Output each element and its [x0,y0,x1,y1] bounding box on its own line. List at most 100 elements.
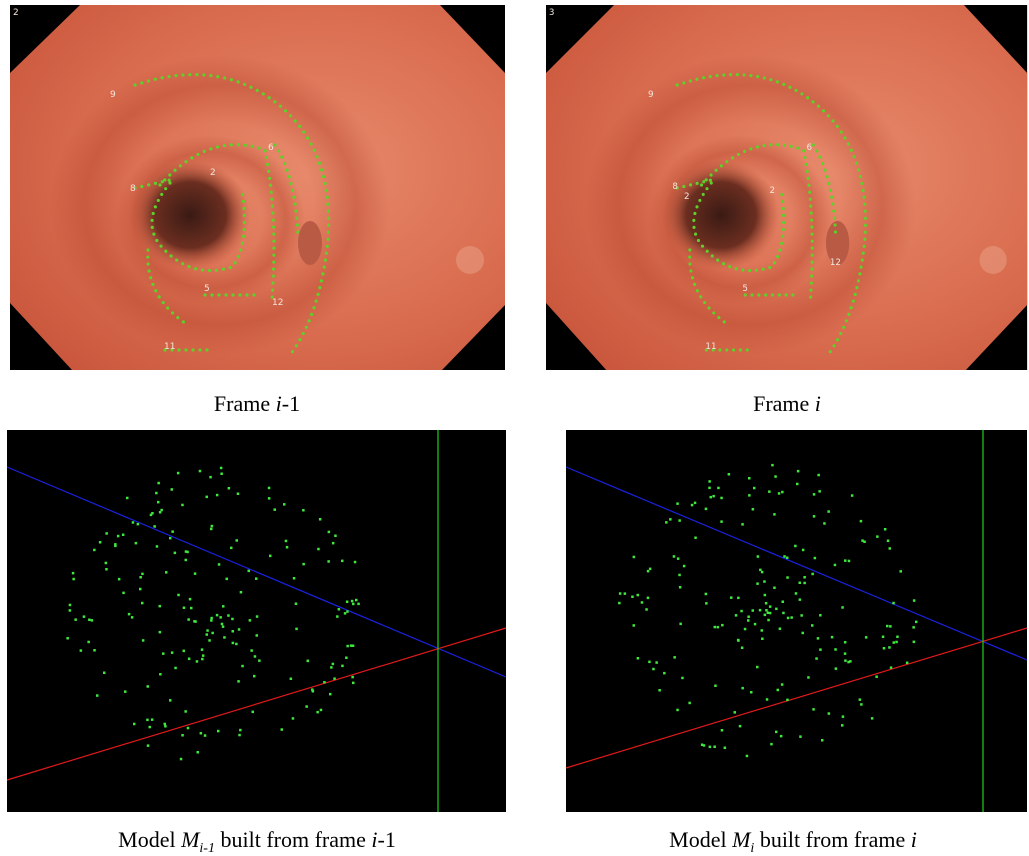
model-point [69,609,72,612]
model-point [652,668,655,671]
model-point [797,470,800,473]
model-point [765,602,768,605]
model-point [889,547,892,550]
model-point [352,682,355,685]
model-point [227,614,230,617]
model-point [156,545,159,548]
model-point [290,678,293,681]
model-point [93,649,96,652]
model-point [305,705,308,708]
model-point [210,619,213,622]
model-point [177,594,180,597]
model-point [631,596,634,599]
caption: Frame i [753,391,821,416]
model-point [332,542,335,545]
caption-text: Frame [214,391,276,416]
model-point [211,525,214,528]
model-point [794,545,797,548]
model-point [174,552,177,555]
model-point [860,520,863,523]
model-point [208,639,211,642]
model-point [647,570,650,573]
model-point [641,601,644,604]
model-point [250,649,253,652]
model-point [201,658,204,661]
model-point [157,501,160,504]
caption-text: -1 [378,827,396,852]
model-point [763,580,766,583]
model-point [72,572,75,575]
model-point [821,739,824,742]
model-point [817,474,820,477]
model-point [739,725,742,728]
model-point [237,680,240,683]
model-point [237,493,240,496]
model-point [295,603,298,606]
model-point [114,545,117,548]
model-point [712,495,715,498]
model-point [238,628,241,631]
model-point [149,726,152,729]
model-point [197,751,200,754]
contour-label: 12 [272,298,283,308]
model-point [74,618,77,621]
model-point [336,615,339,618]
frame-image: 2 9 6 8 2 5 12 11 [10,5,505,370]
model-point [333,677,336,680]
model-point [295,628,298,631]
model-point [302,563,305,566]
model-point [861,539,864,542]
contour-label: 2 [684,192,690,202]
model-point [319,518,322,521]
model-point [884,528,887,531]
model-point [817,637,820,640]
model-point [256,615,258,618]
model-point [752,609,755,612]
model-point [781,683,784,686]
model-point [811,624,814,627]
model-point [196,660,199,663]
contour-label: 11 [164,342,175,352]
model-point [159,631,162,634]
model-point [844,641,847,644]
model-point [137,523,140,526]
caption-text: i-1 [199,841,215,856]
model-point [841,606,844,609]
model-point [673,555,676,558]
model-point [133,723,136,726]
model-point [831,636,834,639]
model-point [200,732,203,735]
model-point [194,620,197,623]
model-point [775,608,778,611]
model-point [737,639,740,642]
model-point [241,665,244,668]
model-point [876,535,879,538]
model-point [851,494,854,497]
model-point [317,548,320,551]
caption: Model Mi built from frame i [669,827,917,856]
model-point [875,676,878,679]
model-point [750,691,753,694]
model-point [624,592,627,595]
model-point [679,623,682,626]
model-point [694,537,697,540]
model-point [93,549,96,552]
model-point [147,685,150,688]
model-point [705,602,708,605]
model-point [781,491,784,494]
model-point [184,710,187,713]
caption-text: built from frame [215,827,371,852]
model-point [834,564,837,567]
model-point [844,652,847,655]
model-point [206,629,209,632]
model-point [328,531,331,534]
model-point [669,518,672,521]
model-point [649,568,652,571]
model-point [708,480,711,483]
model-point [896,636,899,639]
model-point [216,614,219,617]
model-point [117,535,120,538]
model-point [248,570,251,573]
model-point [807,676,810,679]
model-point [786,557,789,560]
